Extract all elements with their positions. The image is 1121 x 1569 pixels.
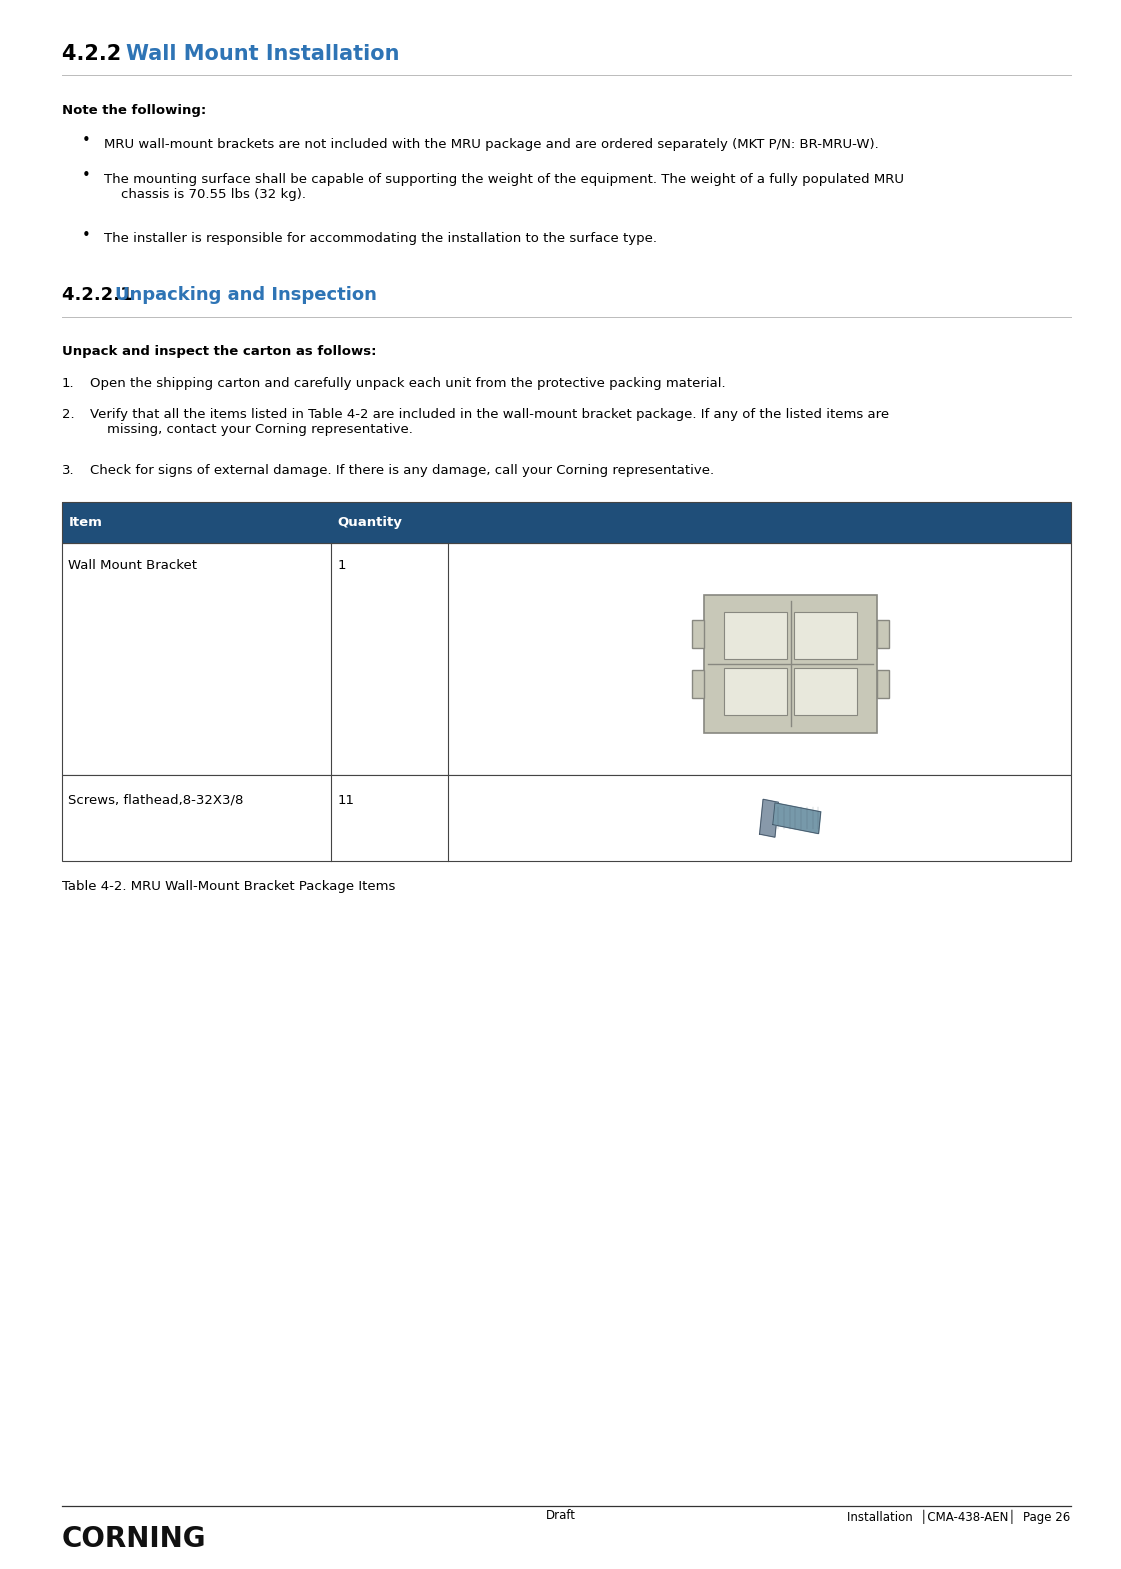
Bar <box>62 543 1071 775</box>
Text: •: • <box>82 228 91 243</box>
Text: •: • <box>82 168 91 184</box>
Text: 2.: 2. <box>62 408 74 420</box>
Bar <box>794 668 856 715</box>
Text: MRU wall-mount brackets are not included with the MRU package and are ordered se: MRU wall-mount brackets are not included… <box>104 138 879 151</box>
Text: Unpacking and Inspection: Unpacking and Inspection <box>115 286 378 303</box>
Text: Item: Item <box>68 516 102 529</box>
Text: Screws, flathead,8-32X3/8: Screws, flathead,8-32X3/8 <box>68 794 243 806</box>
Text: 1.: 1. <box>62 377 74 389</box>
Bar <box>62 775 1071 861</box>
Text: •: • <box>82 133 91 149</box>
Text: 4.2.2: 4.2.2 <box>62 44 142 64</box>
Polygon shape <box>760 799 778 838</box>
Text: The installer is responsible for accommodating the installation to the surface t: The installer is responsible for accommo… <box>104 232 657 245</box>
Text: Open the shipping carton and carefully unpack each unit from the protective pack: Open the shipping carton and carefully u… <box>90 377 725 389</box>
Text: Installation  │CMA-438-AEN│  Page 26: Installation │CMA-438-AEN│ Page 26 <box>847 1509 1071 1523</box>
Text: Table 4-2. MRU Wall-Mount Bracket Package Items: Table 4-2. MRU Wall-Mount Bracket Packag… <box>62 880 395 893</box>
Bar <box>62 502 1071 543</box>
Bar <box>724 668 787 715</box>
Bar <box>878 620 889 648</box>
Text: The mounting surface shall be capable of supporting the weight of the equipment.: The mounting surface shall be capable of… <box>104 173 905 201</box>
Text: Check for signs of external damage. If there is any damage, call your Corning re: Check for signs of external damage. If t… <box>90 464 714 477</box>
Text: 4.2.2.1: 4.2.2.1 <box>62 286 151 303</box>
Text: 1: 1 <box>337 559 346 571</box>
Text: Quantity: Quantity <box>337 516 402 529</box>
Text: 3.: 3. <box>62 464 74 477</box>
Text: Wall Mount Installation: Wall Mount Installation <box>126 44 399 64</box>
Text: Verify that all the items listed in Table 4-2 are included in the wall-mount bra: Verify that all the items listed in Tabl… <box>90 408 889 436</box>
Text: Note the following:: Note the following: <box>62 104 206 116</box>
Bar <box>704 595 878 733</box>
Text: Unpack and inspect the carton as follows:: Unpack and inspect the carton as follows… <box>62 345 377 358</box>
Text: 11: 11 <box>337 794 354 806</box>
Bar <box>794 612 856 659</box>
Bar <box>693 620 704 648</box>
Bar <box>878 670 889 698</box>
Polygon shape <box>772 803 821 833</box>
Text: CORNING: CORNING <box>62 1525 206 1553</box>
Bar <box>724 612 787 659</box>
Bar <box>62 502 1071 543</box>
Bar <box>693 670 704 698</box>
Text: Wall Mount Bracket: Wall Mount Bracket <box>68 559 197 571</box>
Text: Draft: Draft <box>546 1509 575 1522</box>
